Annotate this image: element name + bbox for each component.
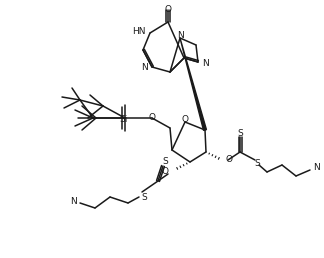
Text: HN: HN — [133, 28, 146, 36]
Text: N: N — [141, 63, 148, 72]
Text: O: O — [148, 112, 156, 122]
Text: N: N — [70, 197, 77, 206]
Text: N: N — [202, 59, 209, 68]
Text: S: S — [254, 159, 260, 168]
Text: N: N — [177, 30, 183, 39]
Text: Si: Si — [120, 115, 128, 124]
Text: S: S — [141, 192, 147, 201]
Text: S: S — [162, 157, 168, 166]
Text: O: O — [162, 166, 169, 175]
Text: S: S — [237, 128, 243, 138]
Text: O: O — [165, 5, 171, 14]
Text: N: N — [313, 164, 320, 173]
Text: O: O — [181, 115, 189, 124]
Text: O: O — [226, 156, 233, 165]
Polygon shape — [180, 38, 206, 130]
